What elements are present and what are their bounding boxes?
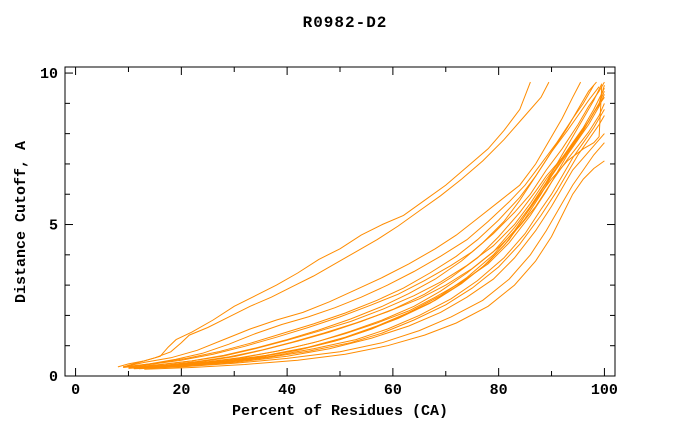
y-tick-label: 5 <box>49 218 58 235</box>
model-curve <box>133 91 605 369</box>
model-curve <box>133 103 605 369</box>
x-tick-label: 100 <box>591 382 618 399</box>
model-curve <box>138 133 605 370</box>
model-curve <box>133 83 603 369</box>
model-curve <box>128 84 595 368</box>
x-axis-title: Percent of Residues (CA) <box>232 403 448 420</box>
x-tick-label: 0 <box>71 382 80 399</box>
axis-ticks <box>65 67 615 377</box>
axis-tick-labels: 0 20 40 60 80 100 0 5 10 <box>40 66 618 399</box>
curve-lines <box>117 81 605 370</box>
x-tick-label: 80 <box>490 382 508 399</box>
model-curve <box>123 81 582 368</box>
model-curve <box>117 81 531 368</box>
model-curve <box>123 81 550 368</box>
x-tick-label: 60 <box>384 382 402 399</box>
model-curve <box>144 109 605 369</box>
model-curve <box>128 87 605 368</box>
x-tick-label: 40 <box>278 382 296 399</box>
model-curve <box>123 81 597 368</box>
model-curve <box>144 160 605 370</box>
model-curve <box>123 81 605 368</box>
chart-title: R0982-D2 <box>303 14 388 32</box>
y-tick-label: 10 <box>40 66 58 83</box>
x-tick-label: 20 <box>172 382 190 399</box>
model-curve <box>138 85 605 369</box>
model-curve <box>133 142 605 370</box>
model-curve <box>138 115 605 369</box>
model-curve <box>128 86 600 369</box>
y-tick-label: 0 <box>49 369 58 386</box>
y-axis-title: Distance Cutoff, A <box>13 141 30 303</box>
